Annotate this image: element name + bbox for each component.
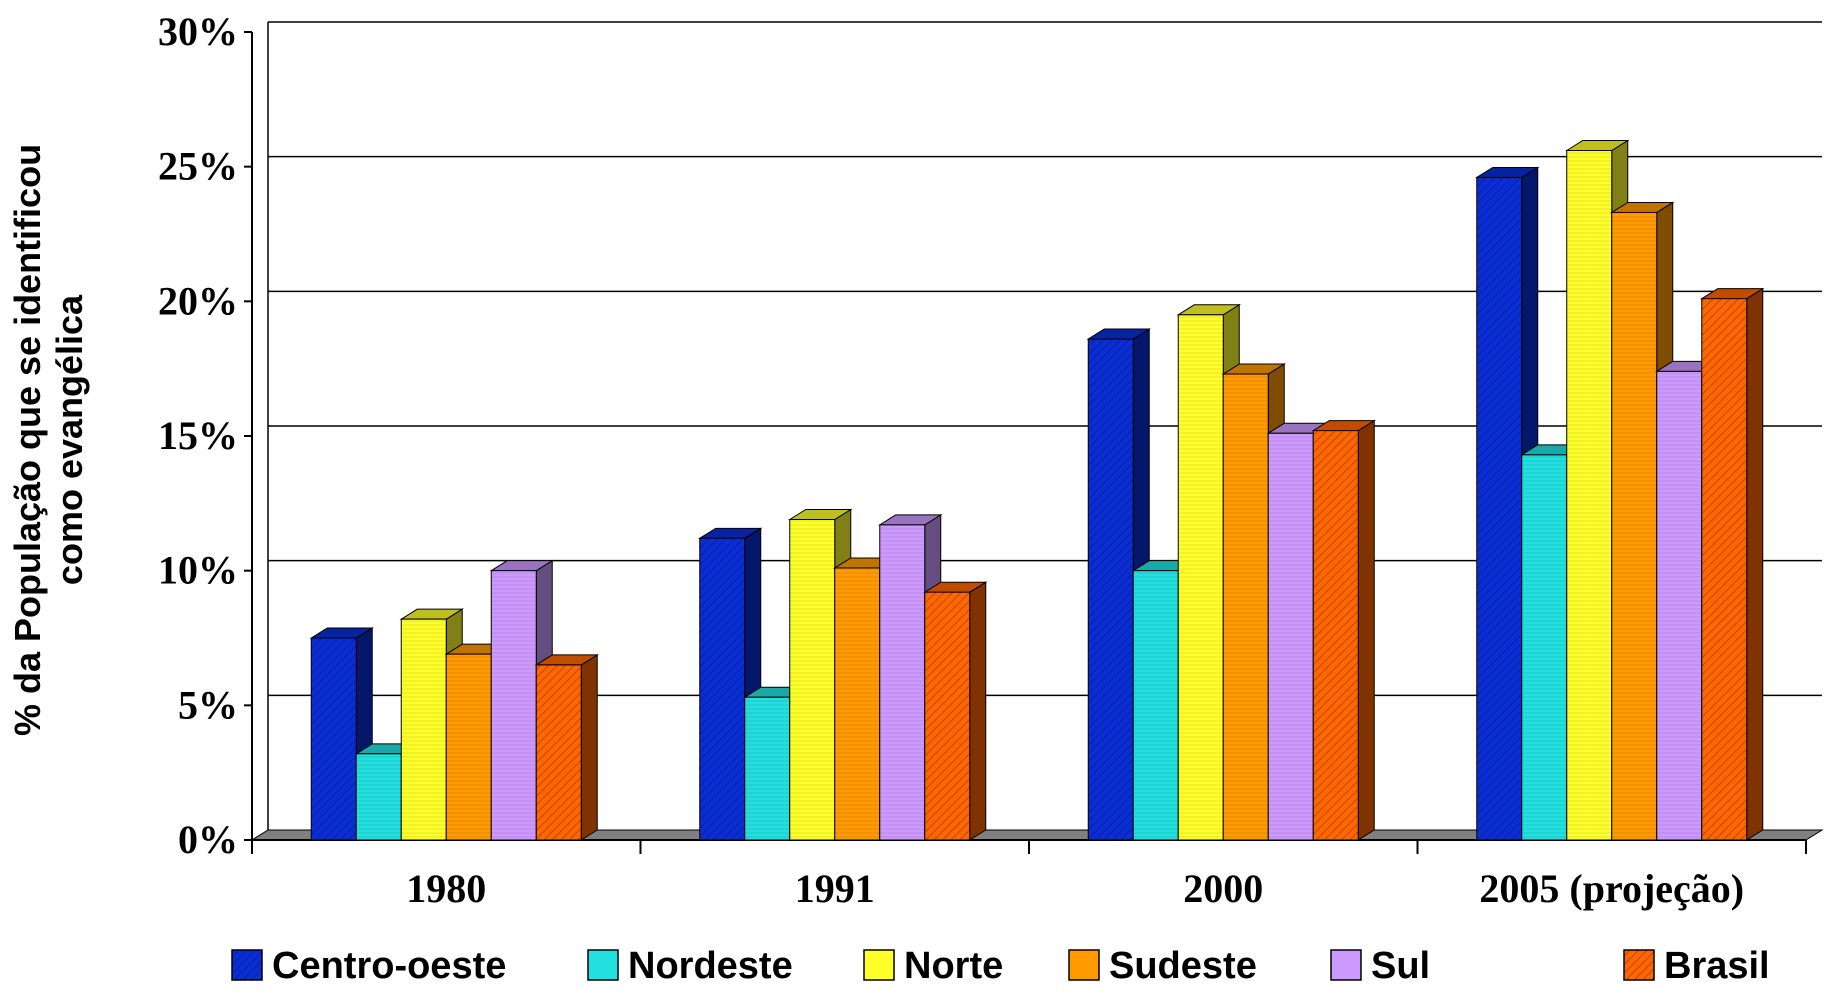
y-tick-label: 15% — [158, 413, 238, 458]
y-tick-label: 0% — [178, 817, 238, 862]
bar-centro-oeste-1991 — [698, 527, 763, 841]
plot-frame — [251, 22, 269, 840]
y-axis-ticks: 0% 5% 10% 15% 20% 25% 30% — [158, 9, 252, 862]
x-tick-label: 1980 — [406, 866, 486, 911]
y-tick-label: 20% — [158, 278, 238, 323]
legend-label: Sudeste — [1109, 945, 1257, 987]
legend-item-centro-oeste: Centro-oeste — [231, 945, 506, 987]
legend-label: Nordeste — [628, 945, 793, 987]
x-tick-label: 2000 — [1183, 866, 1263, 911]
bars — [309, 139, 1765, 841]
legend-label: Centro-oeste — [272, 945, 506, 987]
legend-item-norte: Norte — [863, 945, 1003, 987]
bar-brasil-1991 — [923, 581, 988, 841]
bar-centro-oeste-2000 — [1086, 328, 1151, 841]
legend-swatch — [1330, 949, 1362, 981]
x-tick-label: 1991 — [795, 866, 875, 911]
legend-swatch — [1068, 949, 1100, 981]
x-axis-ticks: 1980 1991 2000 2005 (projeção) — [251, 840, 1807, 911]
legend-item-brasil: Brasil — [1623, 945, 1770, 987]
legend-label: Sul — [1371, 945, 1430, 987]
bar-sudeste-2005 — [1610, 201, 1675, 841]
legend-label: Brasil — [1664, 945, 1770, 987]
bar-brasil-1980 — [534, 654, 599, 841]
bar-brasil-2005 — [1700, 287, 1765, 841]
y-tick-label: 5% — [178, 682, 238, 727]
y-axis-title: % da População que se identificou como e… — [7, 144, 90, 736]
bar-brasil-2000 — [1311, 419, 1376, 841]
y-tick-label: 30% — [158, 9, 238, 54]
legend-item-sul: Sul — [1330, 945, 1430, 987]
bar-nordeste-1991 — [743, 686, 808, 841]
legend-item-sudeste: Sudeste — [1068, 945, 1257, 987]
y-axis-title-line-1: % da População que se identificou — [7, 144, 48, 736]
bar-centro-oeste-2005 — [1475, 166, 1540, 841]
legend: Centro-oeste Nordeste Norte Sudeste Sul Brasi… — [231, 945, 1770, 987]
legend-swatch — [863, 949, 895, 981]
y-tick-label: 25% — [158, 144, 238, 189]
legend-item-nordeste: Nordeste — [587, 945, 793, 987]
y-tick-label: 10% — [158, 548, 238, 593]
y-axis-title-line-2: como evangélica — [49, 294, 90, 585]
legend-label: Norte — [904, 945, 1003, 987]
legend-swatch — [587, 949, 619, 981]
x-tick-label: 2005 (projeção) — [1479, 866, 1744, 911]
